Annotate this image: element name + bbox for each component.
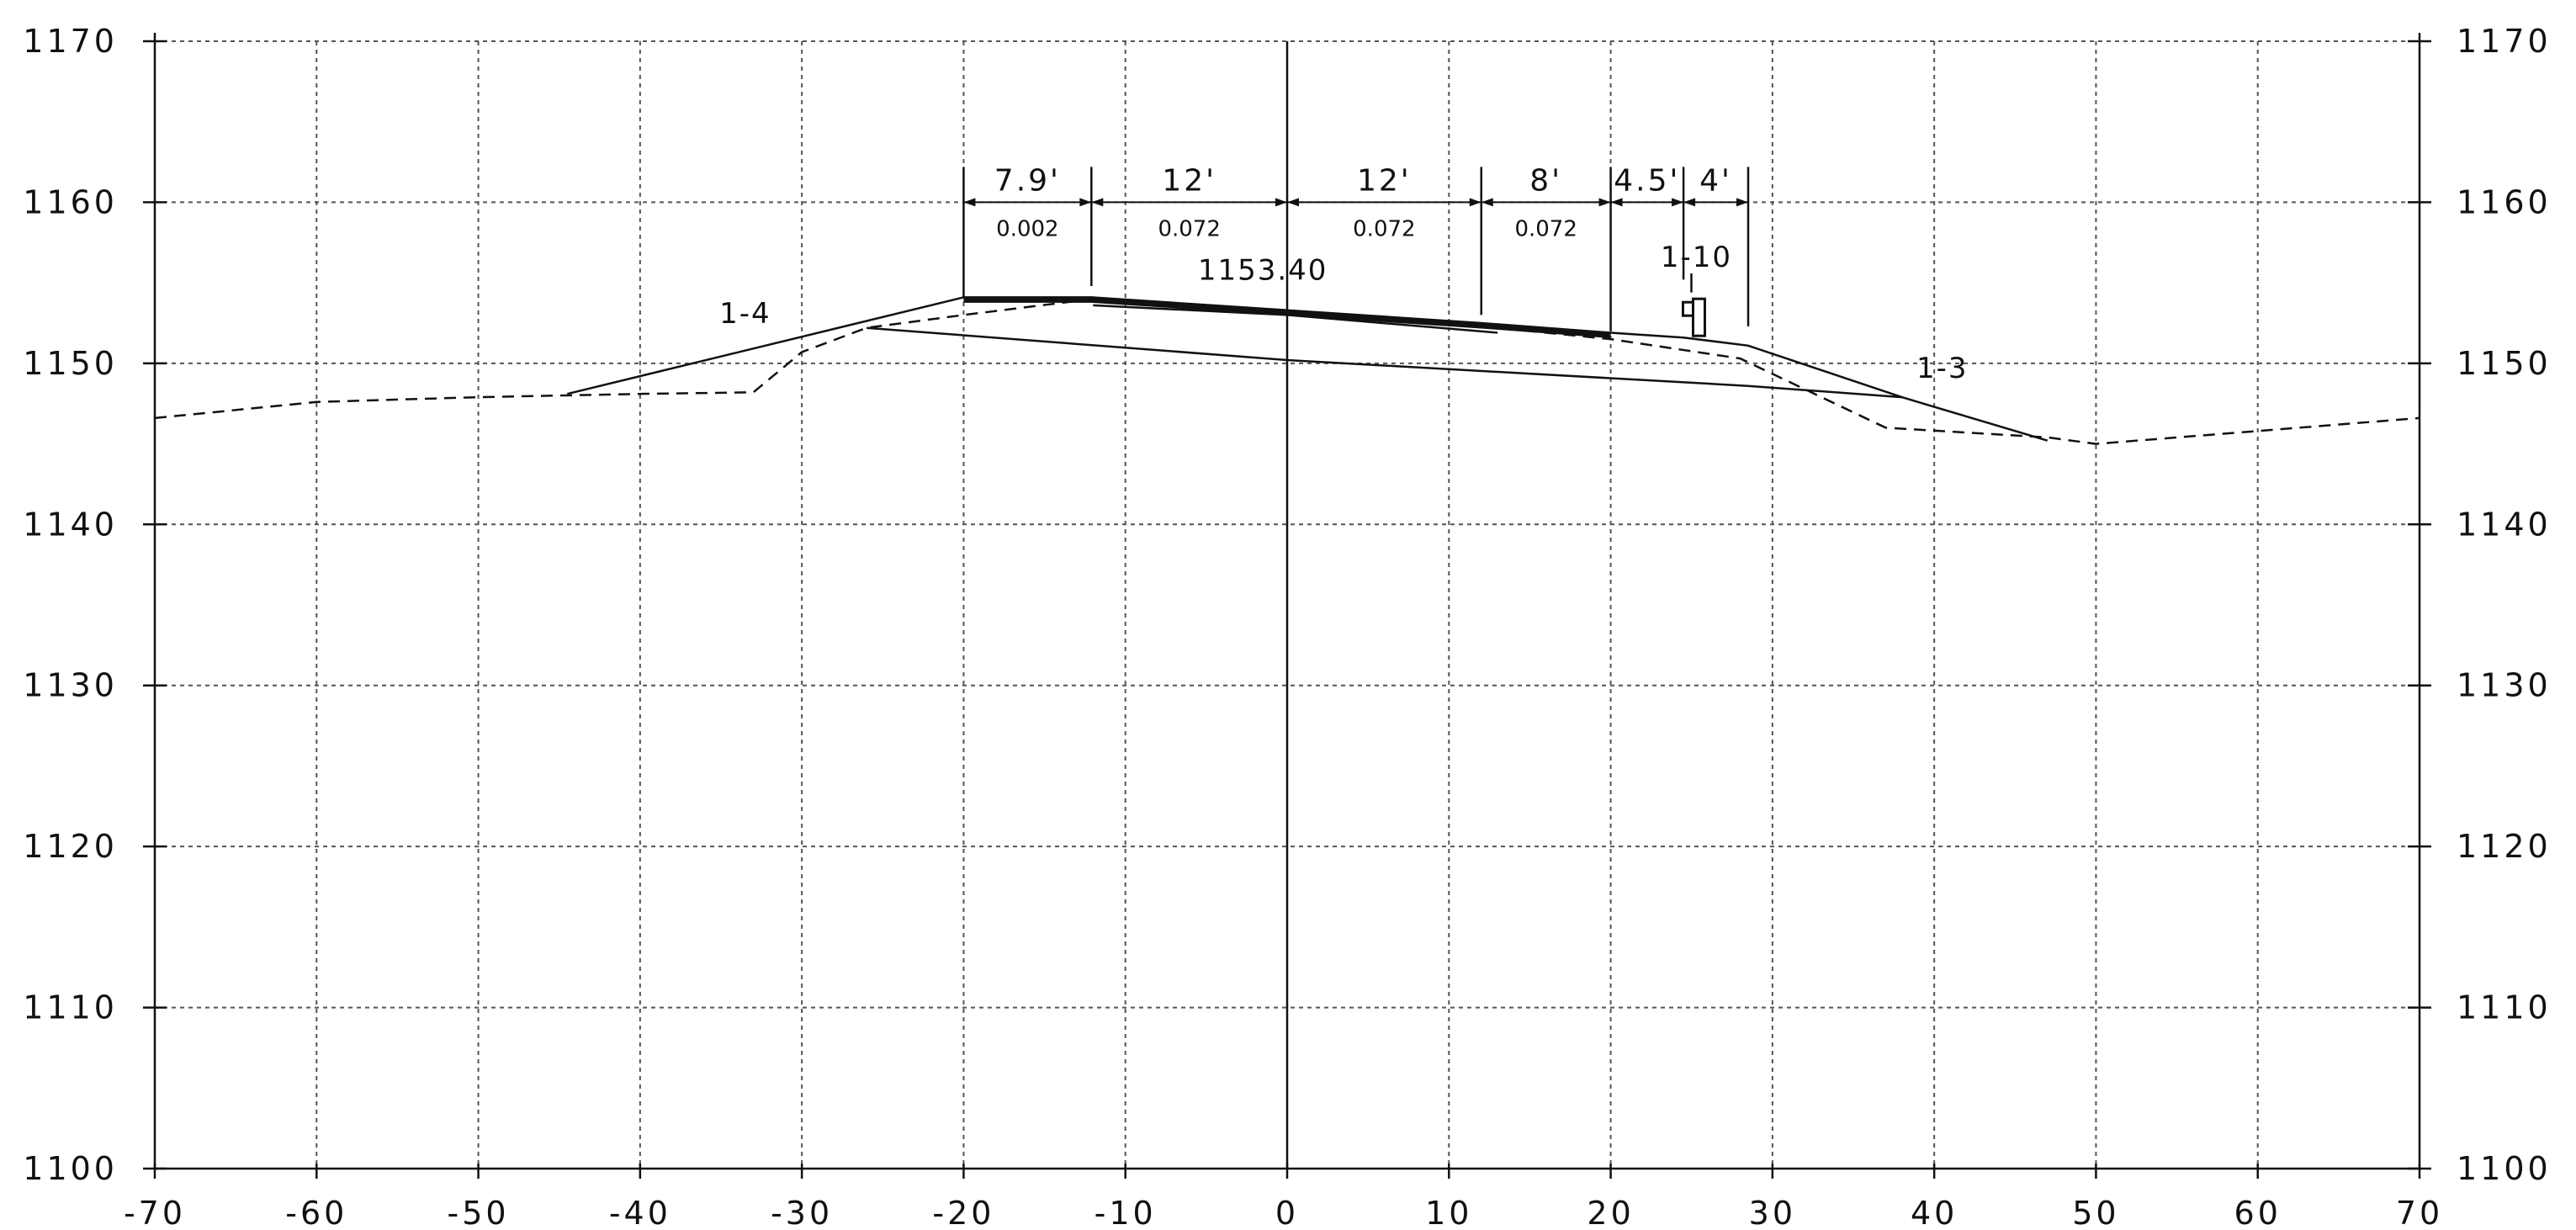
- pavement-surface: [963, 296, 1611, 338]
- x-tick-label: -50: [448, 1195, 510, 1230]
- dimension-arrow: [1287, 198, 1299, 207]
- dimension-label: 4.5': [1614, 163, 1680, 198]
- dimension-arrow: [1481, 198, 1493, 207]
- barrier-rail: [1681, 300, 1694, 317]
- y-tick-label-right: 1160: [2457, 183, 2552, 220]
- dimension-arrow: [1672, 198, 1684, 207]
- dimension-arrow: [1598, 198, 1611, 207]
- annotation-label: 1153.40: [1198, 253, 1328, 287]
- grid-lines: [155, 40, 2420, 1169]
- x-tick-label: 30: [1749, 1195, 1796, 1230]
- dimension-callouts: 7.9' 0.002 12' 0.072 12' 0.072 8' 0.072 4.5' 4': [962, 163, 1750, 331]
- slope-label: 0.002: [996, 216, 1058, 241]
- proposed-section-line: [1093, 304, 1498, 334]
- y-tick-label-left: 1140: [23, 506, 118, 543]
- dimension-label: 12': [1357, 163, 1412, 198]
- dimension-arrow: [1610, 198, 1623, 207]
- dimension-label: 12': [1162, 163, 1216, 198]
- x-tick-label: 50: [2072, 1195, 2119, 1230]
- y-tick-label-right: 1100: [2457, 1150, 2552, 1187]
- x-tick-label: 10: [1425, 1195, 1472, 1230]
- x-tick-label: 40: [1911, 1195, 1958, 1230]
- x-tick-label: 0: [1275, 1195, 1299, 1230]
- slope-label: 0.072: [1158, 216, 1220, 241]
- proposed-section-line: [867, 326, 1902, 399]
- y-tick-label-left: 1130: [23, 667, 118, 704]
- y-tick-label-left: 1170: [23, 23, 118, 60]
- annotation-label: 1-3: [1916, 352, 1969, 385]
- x-tick-label: -30: [771, 1195, 833, 1230]
- x-tick-label: -20: [932, 1195, 994, 1230]
- dimension-arrow: [1091, 198, 1104, 207]
- y-tick-label-left: 1100: [23, 1150, 118, 1187]
- y-tick-label-right: 1110: [2457, 989, 2552, 1026]
- y-tick-label-right: 1140: [2457, 506, 2552, 543]
- x-tick-label: -60: [285, 1195, 347, 1230]
- dimension-label: 7.9': [994, 163, 1061, 198]
- profile-lines: [154, 296, 2420, 445]
- dimension-label: 4': [1699, 163, 1732, 198]
- x-tick-label: 70: [2396, 1195, 2443, 1230]
- x-tick-label: -70: [124, 1195, 186, 1230]
- y-tick-label-left: 1120: [23, 828, 118, 865]
- dimension-arrow: [1469, 198, 1481, 207]
- x-tick-label: -40: [609, 1195, 671, 1230]
- dimension-arrow: [1736, 198, 1749, 207]
- dimension-arrow: [1683, 198, 1696, 207]
- axis-labels: 1100 1100 1110 1110 1120 1120 1130 1130 1140 1140…: [23, 23, 2552, 1230]
- y-tick-label-left: 1160: [23, 183, 118, 220]
- dimension-label: 8': [1529, 163, 1562, 198]
- dimension-arrow: [963, 198, 976, 207]
- annotation-label: 1-10: [1661, 241, 1732, 274]
- slope-label: 0.072: [1514, 216, 1577, 241]
- y-tick-label-left: 1150: [23, 345, 118, 382]
- proposed-section-line: [567, 296, 2049, 442]
- x-tick-label: 20: [1587, 1195, 1634, 1230]
- x-tick-label: 60: [2234, 1195, 2282, 1230]
- y-tick-label-right: 1120: [2457, 828, 2552, 865]
- y-tick-label-right: 1170: [2457, 23, 2552, 60]
- dimension-arrow: [1275, 198, 1287, 207]
- existing-ground-line: [154, 298, 2420, 445]
- slope-label: 0.072: [1353, 216, 1415, 241]
- dimension-arrow: [1079, 198, 1092, 207]
- y-tick-label-right: 1130: [2457, 667, 2552, 704]
- x-tick-label: -10: [1095, 1195, 1157, 1230]
- annotation-label: 1-4: [719, 297, 771, 331]
- plot-frame: [143, 33, 2431, 1179]
- y-tick-label-left: 1110: [23, 989, 118, 1026]
- y-tick-label-right: 1150: [2457, 345, 2552, 382]
- barrier-post: [1691, 297, 1706, 337]
